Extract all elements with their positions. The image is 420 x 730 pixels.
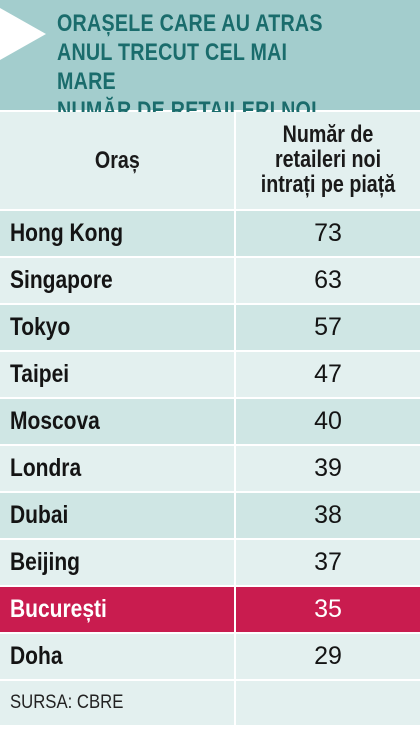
table-row: Moscova 40 [0, 398, 420, 446]
title-band: ORAȘELE CARE AU ATRAS ANUL TRECUT CEL MA… [0, 0, 420, 124]
city-label: Singapore [10, 266, 113, 294]
city-cell: Hong Kong [0, 210, 236, 258]
value-cell: 29 [235, 633, 420, 681]
table-row: Hong Kong 73 [0, 210, 420, 258]
city-label: Londra [10, 454, 82, 482]
value-label: 35 [314, 595, 342, 623]
table-header-row: Oraș Număr de retaileri noi intrați pe p… [0, 112, 420, 211]
column-header-city: Oraș [0, 112, 236, 211]
table-row: Taipei 47 [0, 351, 420, 399]
city-cell: Singapore [0, 257, 236, 305]
value-cell: 39 [235, 445, 420, 493]
column-header-count: Număr de retaileri noi intrați pe piață [235, 112, 420, 211]
table-row-highlighted: București 35 [0, 586, 420, 634]
table-row: Tokyo 57 [0, 304, 420, 352]
city-label: Hong Kong [10, 219, 124, 247]
value-cell: 35 [235, 586, 420, 634]
value-label: 39 [314, 454, 342, 482]
table-row: Beijing 37 [0, 539, 420, 587]
city-cell: Tokyo [0, 304, 236, 352]
table-row: Singapore 63 [0, 257, 420, 305]
city-label: Dubai [10, 501, 69, 529]
value-cell: 40 [235, 398, 420, 446]
value-label: 38 [314, 501, 342, 529]
value-label: 47 [314, 360, 342, 388]
value-cell: 37 [235, 539, 420, 587]
city-cell: Beijing [0, 539, 236, 587]
arrow-right-icon [0, 8, 46, 60]
city-cell: București [0, 586, 236, 634]
value-label: 40 [314, 407, 342, 435]
source-row: SURSA: CBRE [0, 680, 420, 727]
value-label: 63 [314, 266, 342, 294]
city-label: Doha [10, 642, 63, 670]
data-table: Oraș Număr de retaileri noi intrați pe p… [0, 112, 420, 727]
value-label: 29 [314, 642, 342, 670]
source-note: SURSA: CBRE [10, 692, 124, 713]
city-cell: Londra [0, 445, 236, 493]
value-cell: 63 [235, 257, 420, 305]
value-cell: 38 [235, 492, 420, 540]
city-cell: Moscova [0, 398, 236, 446]
city-label: București [10, 595, 107, 623]
city-cell: Doha [0, 633, 236, 681]
city-label: Moscova [10, 407, 100, 435]
city-label: Beijing [10, 548, 81, 576]
source-cell: SURSA: CBRE [0, 680, 236, 727]
chart-title: ORAȘELE CARE AU ATRAS ANUL TRECUT CEL MA… [57, 10, 323, 124]
value-label: 37 [314, 548, 342, 576]
table-row: Doha 29 [0, 633, 420, 681]
value-cell: 57 [235, 304, 420, 352]
value-label: 57 [314, 313, 342, 341]
value-cell: 47 [235, 351, 420, 399]
table-row: Londra 39 [0, 445, 420, 493]
city-label: Tokyo [10, 313, 71, 341]
city-cell: Taipei [0, 351, 236, 399]
city-cell: Dubai [0, 492, 236, 540]
value-cell: 73 [235, 210, 420, 258]
city-label: Taipei [10, 360, 70, 388]
empty-cell [235, 680, 420, 727]
value-label: 73 [314, 219, 342, 247]
table-row: Dubai 38 [0, 492, 420, 540]
